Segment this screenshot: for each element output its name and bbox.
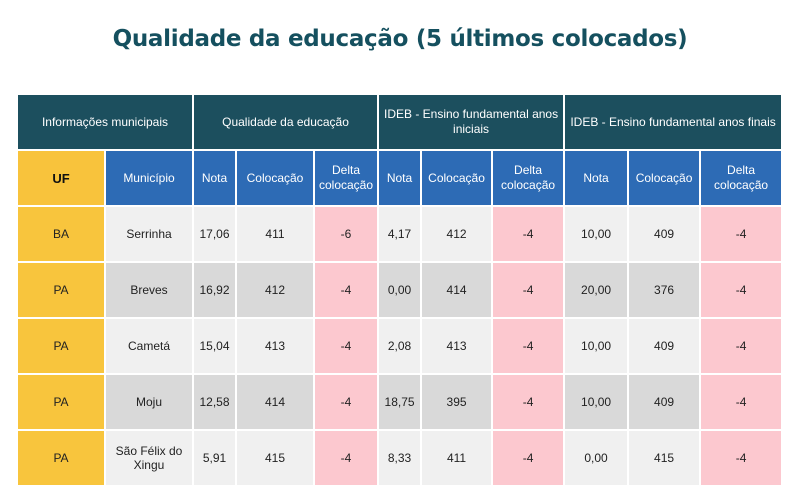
final-nota-cell: 20,00 [565, 263, 630, 319]
quality-nota-cell: 15,04 [194, 319, 237, 375]
initial-delta-cell: -4 [493, 319, 566, 375]
initial-colocacao-cell: 395 [422, 375, 494, 431]
municipio-cell: Serrinha [106, 207, 194, 263]
page-title: Qualidade da educação (5 últimos colocad… [112, 26, 688, 52]
initial-nota-cell: 0,00 [379, 263, 423, 319]
initial-delta-cell: -4 [493, 263, 566, 319]
table-row: BA Serrinha 17,06 411 -6 4,17 412 -4 10,… [18, 207, 784, 263]
quality-delta-cell: -4 [315, 431, 380, 487]
uf-cell: PA [18, 263, 106, 319]
table-row: PA São Félix do Xingu 5,91 415 -4 8,33 4… [18, 431, 784, 487]
table-row: PA Breves 16,92 412 -4 0,00 414 -4 20,00… [18, 263, 784, 319]
quality-delta-cell: -4 [315, 375, 380, 431]
final-nota-cell: 10,00 [565, 207, 630, 263]
group-header-ideb-initial: IDEB - Ensino fundamental anos iniciais [379, 95, 566, 151]
column-header-uf: UF [18, 151, 106, 207]
initial-colocacao-cell: 412 [422, 207, 494, 263]
quality-colocacao-cell: 414 [237, 375, 315, 431]
column-header-quality-nota: Nota [194, 151, 237, 207]
final-delta-cell: -4 [701, 431, 784, 487]
quality-colocacao-cell: 415 [237, 431, 315, 487]
initial-nota-cell: 2,08 [379, 319, 423, 375]
initial-colocacao-cell: 413 [422, 319, 494, 375]
quality-nota-cell: 5,91 [194, 431, 237, 487]
initial-delta-cell: -4 [493, 375, 566, 431]
final-colocacao-cell: 376 [629, 263, 702, 319]
quality-nota-cell: 12,58 [194, 375, 237, 431]
quality-colocacao-cell: 412 [237, 263, 315, 319]
final-colocacao-cell: 415 [629, 431, 702, 487]
final-delta-cell: -4 [701, 263, 784, 319]
quality-delta-cell: -4 [315, 263, 380, 319]
uf-cell: PA [18, 431, 106, 487]
table-row: PA Cametá 15,04 413 -4 2,08 413 -4 10,00… [18, 319, 784, 375]
column-header-initial-delta: Delta colocação [493, 151, 566, 207]
final-delta-cell: -4 [701, 207, 784, 263]
column-header-final-nota: Nota [565, 151, 630, 207]
education-table: Informações municipais Qualidade da educ… [18, 95, 784, 487]
group-header-municipal: Informações municipais [18, 95, 194, 151]
quality-nota-cell: 16,92 [194, 263, 237, 319]
municipio-cell: São Félix do Xingu [106, 431, 194, 487]
uf-cell: PA [18, 319, 106, 375]
column-header-municipio: Município [106, 151, 194, 207]
initial-colocacao-cell: 411 [422, 431, 494, 487]
municipio-cell: Breves [106, 263, 194, 319]
column-header-initial-nota: Nota [379, 151, 423, 207]
initial-nota-cell: 18,75 [379, 375, 423, 431]
group-header-ideb-final: IDEB - Ensino fundamental anos finais [565, 95, 784, 151]
column-header-quality-colocacao: Colocação [237, 151, 315, 207]
group-header-quality: Qualidade da educação [194, 95, 380, 151]
column-header-final-delta: Delta colocação [701, 151, 784, 207]
quality-delta-cell: -6 [315, 207, 380, 263]
uf-cell: BA [18, 207, 106, 263]
final-colocacao-cell: 409 [629, 207, 702, 263]
final-delta-cell: -4 [701, 375, 784, 431]
quality-colocacao-cell: 411 [237, 207, 315, 263]
final-delta-cell: -4 [701, 319, 784, 375]
uf-cell: PA [18, 375, 106, 431]
table-row: PA Moju 12,58 414 -4 18,75 395 -4 10,00 … [18, 375, 784, 431]
final-colocacao-cell: 409 [629, 375, 702, 431]
quality-delta-cell: -4 [315, 319, 380, 375]
quality-colocacao-cell: 413 [237, 319, 315, 375]
initial-nota-cell: 8,33 [379, 431, 423, 487]
initial-delta-cell: -4 [493, 207, 566, 263]
column-header-initial-colocacao: Colocação [422, 151, 494, 207]
final-nota-cell: 10,00 [565, 319, 630, 375]
final-nota-cell: 10,00 [565, 375, 630, 431]
initial-colocacao-cell: 414 [422, 263, 494, 319]
quality-nota-cell: 17,06 [194, 207, 237, 263]
municipio-cell: Cametá [106, 319, 194, 375]
column-header-quality-delta: Delta colocação [315, 151, 380, 207]
municipio-cell: Moju [106, 375, 194, 431]
initial-nota-cell: 4,17 [379, 207, 423, 263]
final-nota-cell: 0,00 [565, 431, 630, 487]
initial-delta-cell: -4 [493, 431, 566, 487]
column-header-final-colocacao: Colocação [629, 151, 702, 207]
final-colocacao-cell: 409 [629, 319, 702, 375]
